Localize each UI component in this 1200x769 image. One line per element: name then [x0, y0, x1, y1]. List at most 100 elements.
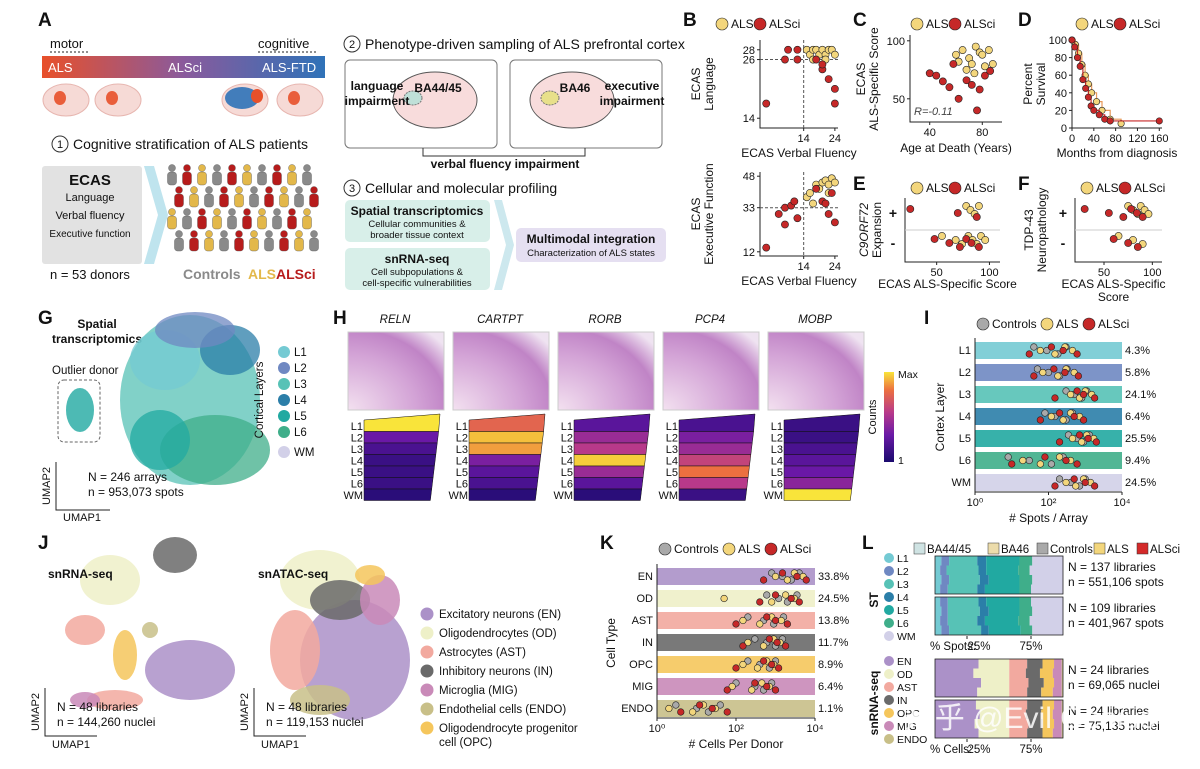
person-head	[250, 186, 258, 194]
point	[744, 638, 752, 647]
stat-label: n = 551,106 spots	[1068, 575, 1164, 589]
share-label: 5.8%	[1125, 367, 1150, 379]
stack-segment	[979, 709, 1010, 719]
point	[981, 236, 990, 244]
panel-letter: K	[600, 533, 614, 554]
block-frame	[934, 596, 1064, 636]
point	[795, 598, 803, 606]
y-tick-label: 60	[1055, 70, 1067, 82]
category-label: L3	[959, 389, 971, 401]
category-label: MIG	[632, 681, 653, 693]
stack-segment	[949, 556, 978, 566]
axis	[1074, 198, 1162, 263]
stack-segment	[1009, 728, 1028, 738]
point	[1092, 438, 1100, 446]
point	[812, 55, 821, 64]
stack-segment	[977, 584, 985, 594]
panel-title: Spatial	[77, 317, 116, 331]
layer-label: L2	[456, 433, 468, 445]
legend-swatch	[884, 682, 894, 692]
layer-band	[363, 465, 435, 478]
point	[1050, 365, 1058, 373]
legend-swatch	[1118, 181, 1132, 195]
person-head	[288, 208, 296, 216]
layer-label: L1	[456, 421, 468, 433]
point	[809, 199, 817, 208]
point	[1095, 111, 1103, 119]
stack-segment	[935, 575, 942, 585]
y-tick-label: 12	[743, 247, 755, 259]
umap-cluster	[355, 565, 385, 585]
stat-label: N = 48 libraries	[266, 700, 347, 714]
category-band	[975, 452, 1122, 469]
gene-name: RORB	[588, 314, 622, 326]
gene-name: CARTPT	[477, 314, 524, 326]
point	[783, 576, 791, 584]
legend-label: Astrocytes (AST)	[439, 647, 526, 659]
stat-label: N = 24 libraries	[1068, 704, 1149, 718]
stack-segment	[935, 597, 941, 607]
axis	[909, 35, 1002, 123]
person-body	[219, 237, 229, 252]
stack-segment	[1061, 719, 1063, 729]
point	[716, 701, 724, 709]
point	[760, 576, 768, 584]
stack-segment	[1054, 719, 1062, 729]
legend-label: L3	[897, 579, 909, 591]
axis	[759, 40, 838, 129]
person-head	[198, 164, 206, 172]
region-name: BA46	[560, 81, 591, 95]
point	[824, 75, 833, 84]
y-axis-title: Cell Type	[604, 618, 618, 668]
stack-segment	[941, 556, 950, 566]
point	[1055, 438, 1064, 446]
chevron	[494, 200, 514, 290]
point	[756, 620, 764, 628]
legend-label: ENDO	[897, 734, 927, 746]
axis-title: % Spots:	[930, 641, 976, 653]
stat-label: n = 119,153 nuclei	[266, 715, 364, 729]
layer-label: WM	[658, 490, 678, 502]
y-axis-title: Survival	[1034, 63, 1048, 106]
stack-segment	[977, 556, 987, 566]
person-head	[280, 186, 288, 194]
y-axis-title: ECAS	[689, 68, 703, 101]
stack-segment	[1029, 616, 1063, 626]
point	[756, 598, 764, 606]
point	[1132, 209, 1141, 217]
legend-swatch	[948, 181, 962, 195]
legend-label: Controls	[674, 542, 719, 556]
layer-label: L2	[561, 433, 573, 445]
point	[802, 576, 810, 584]
point	[762, 99, 771, 108]
stack-segment	[1054, 678, 1062, 688]
y-tick-label: 48	[743, 171, 755, 183]
layer-label: L1	[666, 421, 678, 433]
share-label: 6.4%	[1125, 411, 1150, 423]
category-label: AST	[632, 615, 654, 627]
x-tick-label: 50	[1098, 267, 1110, 279]
share-label: 4.3%	[1125, 345, 1150, 357]
stack-segment	[1061, 709, 1063, 719]
stat-label: N = 246 arrays	[88, 470, 167, 484]
legend-swatch	[420, 721, 434, 735]
layer-band	[573, 431, 649, 444]
assay-text: cell-specific vulnerabilities	[362, 278, 472, 289]
brain-region	[288, 91, 300, 105]
point	[958, 46, 967, 54]
stack-segment	[940, 597, 948, 607]
point	[949, 60, 958, 68]
stack-segment	[1029, 565, 1063, 575]
legend-swatch	[884, 618, 894, 628]
person-body	[287, 215, 297, 230]
legend-label: ALS	[926, 17, 949, 31]
x-tick-label: 10⁴	[807, 723, 824, 735]
point	[1084, 93, 1092, 101]
share-label: 24.5%	[818, 593, 849, 605]
point	[1073, 460, 1081, 468]
point	[708, 704, 716, 713]
stack-segment	[1041, 687, 1053, 697]
point	[1055, 409, 1064, 417]
spectrum-end: cognitive	[258, 36, 309, 51]
point	[739, 660, 747, 669]
